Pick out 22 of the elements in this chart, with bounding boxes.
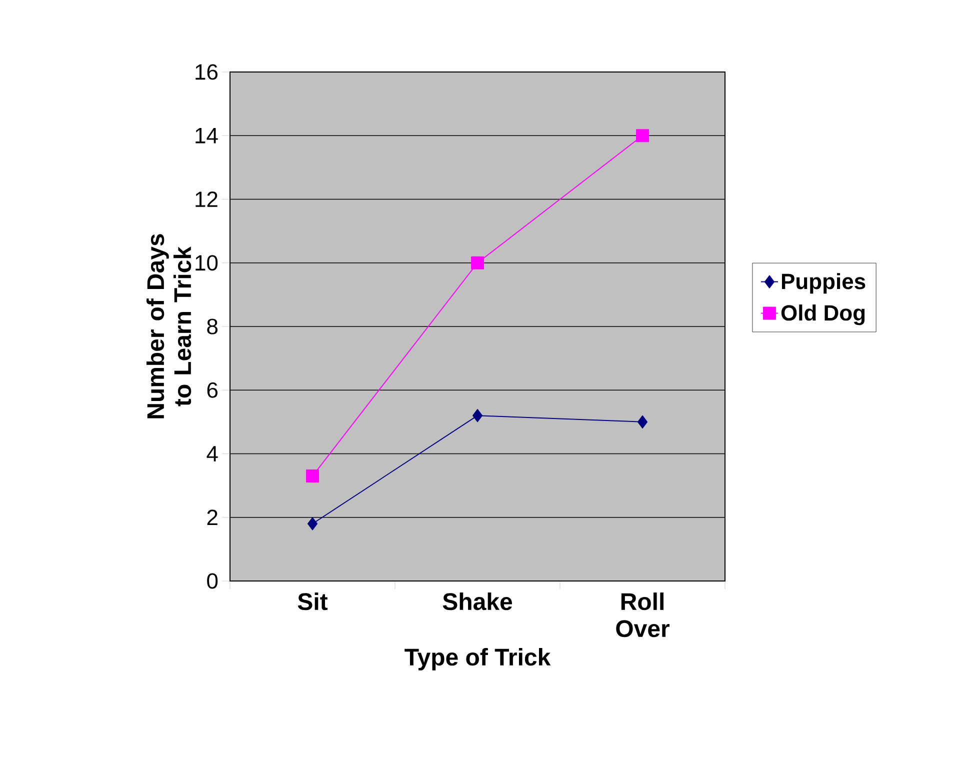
x-tick-label: Roll Over bbox=[616, 592, 670, 638]
point bbox=[306, 470, 320, 483]
y-axis-title: Number of Days to Learn Trick bbox=[146, 234, 192, 418]
legend-label: Old Dog bbox=[781, 304, 865, 326]
y-tick-label: 10 bbox=[196, 255, 218, 271]
y-tick-label: 8 bbox=[207, 318, 218, 334]
x-axis-title: Type of Trick bbox=[404, 648, 551, 670]
point bbox=[308, 517, 318, 530]
point bbox=[472, 409, 483, 422]
point bbox=[636, 129, 650, 142]
y-tick-label: 14 bbox=[196, 128, 218, 144]
x-tick-label: Shake bbox=[442, 592, 512, 610]
y-tick-label: 6 bbox=[207, 382, 218, 398]
y-tick-label: 12 bbox=[196, 192, 218, 207]
point bbox=[638, 415, 648, 428]
y-tick-label: 2 bbox=[207, 510, 218, 526]
y-tick-label: 4 bbox=[206, 446, 218, 462]
x-tick-label: Sit bbox=[298, 592, 328, 610]
y-tick-label: 16 bbox=[196, 64, 218, 80]
legend-label: Puppies bbox=[782, 273, 866, 294]
point bbox=[471, 256, 484, 270]
y-tick-label: 0 bbox=[207, 573, 218, 589]
